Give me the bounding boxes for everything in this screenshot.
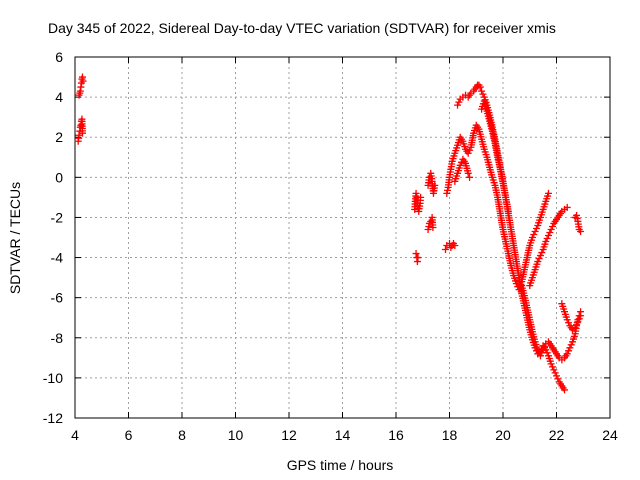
data-point: [78, 129, 86, 137]
data-point: [554, 375, 562, 383]
data-point: [429, 223, 437, 231]
data-point: [544, 189, 552, 197]
data-point: [456, 161, 464, 169]
data-point: [454, 101, 462, 109]
data-point: [550, 366, 558, 374]
data-point: [566, 344, 574, 352]
data-point: [414, 254, 422, 262]
x-tick-label: 12: [281, 427, 297, 443]
y-axis-label: SDTVAR / TECUs: [7, 182, 23, 294]
data-point: [504, 207, 512, 215]
data-point: [565, 347, 573, 355]
data-point: [573, 321, 581, 329]
y-tick-label: 6: [55, 49, 63, 65]
data-point: [548, 363, 556, 371]
data-point: [563, 350, 571, 358]
x-tick-label: 4: [71, 427, 79, 443]
data-point: [577, 312, 585, 320]
data-point: [464, 169, 472, 177]
data-point: [563, 316, 571, 324]
data-point: [451, 242, 459, 250]
data-point: [443, 189, 451, 197]
data-point: [565, 319, 573, 327]
y-tick-label: -6: [51, 290, 64, 306]
data-point: [412, 250, 420, 258]
data-point: [532, 224, 540, 232]
data-point: [546, 228, 554, 236]
data-point: [536, 252, 544, 260]
data-point: [567, 341, 575, 349]
data-point: [441, 246, 449, 254]
data-point: [464, 149, 472, 157]
data-point: [561, 386, 569, 394]
data-point: [424, 225, 432, 233]
data-point: [466, 146, 474, 154]
data-point: [536, 352, 544, 360]
axis-ticks: [74, 56, 611, 419]
data-point: [573, 211, 581, 219]
data-point: [466, 173, 474, 181]
data-point: [455, 98, 463, 106]
data-point: [479, 90, 487, 98]
y-tick-label: -2: [51, 209, 64, 225]
data-point: [478, 87, 486, 95]
chart-title: Day 345 of 2022, Sidereal Day-to-day VTE…: [48, 20, 556, 36]
data-point: [417, 193, 425, 201]
y-tick-label: -4: [51, 250, 64, 266]
grid-lines: [75, 57, 610, 418]
data-point: [574, 318, 582, 326]
x-tick-label: 18: [442, 427, 458, 443]
y-tick-label: -10: [43, 370, 63, 386]
y-tick-label: 2: [55, 129, 63, 145]
x-tick-label: 22: [549, 427, 565, 443]
data-point: [476, 83, 484, 91]
x-axis-label: GPS time / hours: [287, 457, 394, 473]
data-point: [531, 227, 539, 235]
data-point: [544, 231, 552, 239]
y-tick-label: 0: [55, 169, 63, 185]
data-point: [535, 255, 543, 263]
data-point: [575, 315, 583, 323]
y-tick-label: -12: [43, 410, 63, 426]
data-point: [571, 324, 579, 332]
data-point: [512, 280, 520, 288]
data-point: [534, 258, 542, 266]
x-tick-label: 24: [602, 427, 618, 443]
x-tick-label: 20: [495, 427, 511, 443]
data-points: [74, 73, 585, 394]
data-point: [538, 349, 546, 357]
data-point: [528, 234, 536, 241]
data-point: [539, 346, 547, 354]
data-point: [443, 186, 451, 194]
y-tick-label: 4: [55, 89, 63, 105]
data-point: [543, 235, 551, 243]
x-tick-label: 6: [125, 427, 133, 443]
data-point: [553, 372, 560, 380]
data-point: [412, 189, 420, 197]
data-point: [540, 343, 548, 351]
data-point: [563, 203, 571, 211]
data-point: [547, 225, 555, 233]
data-point: [530, 230, 538, 238]
y-tick-label: -8: [51, 330, 64, 346]
data-point: [538, 249, 546, 257]
data-point: [573, 214, 581, 222]
x-tick-label: 8: [178, 427, 186, 443]
data-point: [431, 181, 439, 189]
data-point: [551, 369, 559, 377]
data-point: [547, 360, 555, 368]
x-tick-label: 16: [388, 427, 404, 443]
x-tick-label: 10: [228, 427, 244, 443]
data-point: [542, 238, 550, 246]
data-point: [548, 222, 556, 230]
data-point: [577, 227, 585, 235]
data-point: [79, 77, 87, 85]
x-tick-label: 14: [335, 427, 351, 443]
data-point: [425, 222, 433, 230]
